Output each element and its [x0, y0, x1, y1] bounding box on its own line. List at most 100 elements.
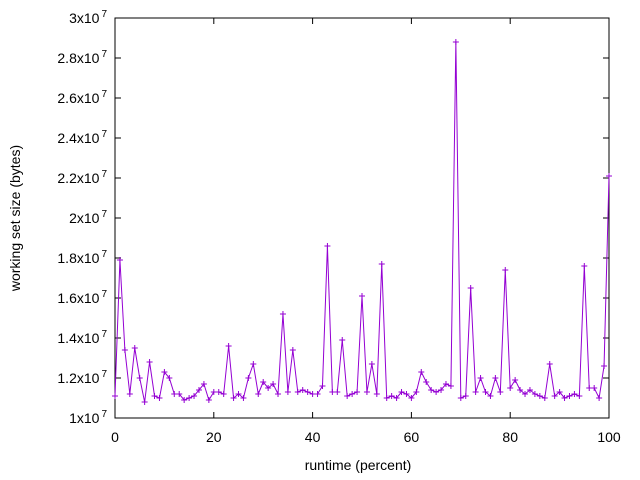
y-tick-exponent: 7: [101, 409, 107, 420]
data-point: [181, 397, 188, 403]
data-point: [442, 381, 449, 387]
y-tick-label: 1x10 7: [69, 409, 107, 426]
data-point: [487, 393, 494, 399]
data-point: [205, 397, 212, 403]
y-tick-exponent: 7: [101, 169, 107, 180]
data-point: [334, 389, 341, 395]
y-tick-label: 2.8x10 7: [57, 49, 107, 66]
data-point: [522, 391, 529, 397]
x-tick-label: 20: [206, 429, 222, 445]
data-point: [363, 389, 370, 395]
data-point: [477, 375, 484, 381]
series-layer: [112, 39, 612, 405]
data-point: [191, 393, 198, 399]
data-point: [606, 173, 612, 179]
x-tick-label: 60: [404, 429, 420, 445]
data-point: [250, 361, 257, 367]
x-tick-label: 40: [305, 429, 321, 445]
data-point: [121, 347, 128, 353]
data-point: [230, 395, 237, 401]
data-point: [531, 391, 538, 397]
data-point: [299, 387, 306, 393]
data-point: [245, 375, 252, 381]
data-point: [141, 399, 148, 405]
data-point: [462, 393, 469, 399]
data-point: [452, 39, 459, 45]
data-point: [294, 389, 301, 395]
data-point: [378, 261, 385, 267]
data-point: [270, 381, 277, 387]
data-point: [116, 257, 123, 263]
data-point: [566, 393, 573, 399]
data-point: [289, 347, 296, 353]
data-point: [349, 391, 356, 397]
y-tick-base: 2.8x10: [57, 50, 99, 66]
data-point: [255, 391, 262, 397]
data-point: [423, 379, 430, 385]
x-tick-labels: 0 20 40 60 80 100: [111, 429, 621, 445]
data-point: [546, 361, 553, 367]
y-axis-title: working set size (bytes): [7, 145, 23, 292]
y-tick-exponent: 7: [101, 289, 107, 300]
y-tick-exponent: 7: [101, 369, 107, 380]
data-point: [136, 375, 143, 381]
data-point: [561, 395, 568, 401]
data-point: [373, 391, 380, 397]
data-point: [551, 393, 558, 399]
x-tick-label: 80: [502, 429, 518, 445]
data-point: [195, 387, 202, 393]
y-tick-exponent: 7: [101, 329, 107, 340]
y-tick-exponent: 7: [101, 49, 107, 60]
data-point: [339, 337, 346, 343]
data-point: [393, 395, 400, 401]
x-axis-title: runtime (percent): [305, 457, 412, 473]
data-point: [418, 369, 425, 375]
data-point: [472, 389, 479, 395]
y-tick-exponent: 7: [101, 9, 107, 20]
data-point: [482, 389, 489, 395]
data-point: [314, 391, 321, 397]
y-tick-label: 1.4x10 7: [57, 329, 107, 346]
y-tick-label: 1.8x10 7: [57, 249, 107, 266]
data-point: [131, 345, 138, 351]
data-point: [156, 395, 163, 401]
y-tick-base: 2.4x10: [57, 130, 99, 146]
plot-area-frame: [114, 17, 610, 419]
data-point: [571, 391, 578, 397]
y-tick-base: 2x10: [69, 210, 100, 226]
data-point: [112, 393, 118, 399]
data-point: [413, 389, 420, 395]
y-tick-exponent: 7: [101, 129, 107, 140]
data-point: [161, 369, 168, 375]
data-point: [260, 379, 267, 385]
data-point: [186, 395, 193, 401]
data-point: [344, 393, 351, 399]
data-point: [526, 387, 533, 393]
data-point: [512, 377, 519, 383]
data-point: [536, 393, 543, 399]
y-tick-label: 2x10 7: [69, 209, 107, 226]
data-point: [284, 389, 291, 395]
data-point: [240, 395, 247, 401]
y-tick-exponent: 7: [101, 249, 107, 260]
data-point: [541, 395, 548, 401]
data-point: [388, 393, 395, 399]
data-point: [359, 293, 365, 299]
data-point: [408, 395, 415, 401]
data-point: [428, 387, 435, 393]
data-point: [576, 393, 583, 399]
data-point: [433, 389, 440, 395]
data-point: [601, 363, 608, 369]
data-point: [502, 267, 509, 273]
data-point: [319, 383, 326, 389]
y-tick-base: 2.6x10: [57, 90, 99, 106]
x-tick-label: 100: [597, 429, 621, 445]
y-tick-label: 2.6x10 7: [57, 89, 107, 106]
data-point: [176, 391, 183, 397]
series-line: [114, 41, 610, 403]
data-point: [215, 389, 222, 395]
y-tick-exponent: 7: [101, 209, 107, 220]
data-point: [581, 263, 588, 269]
data-point: [383, 395, 390, 401]
data-point: [457, 395, 464, 401]
